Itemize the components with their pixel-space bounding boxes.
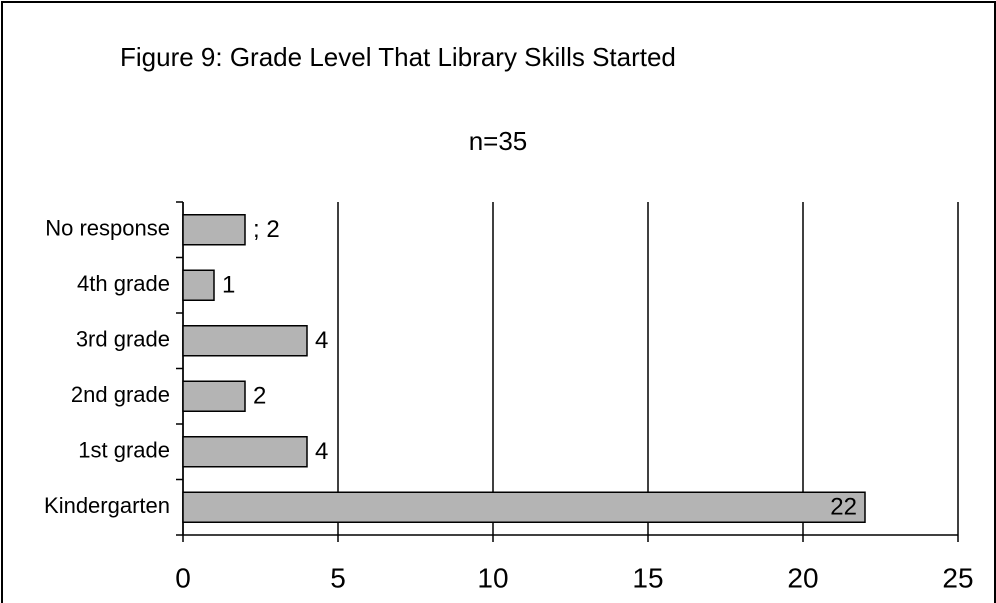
x-tick-label: 0 xyxy=(175,562,191,593)
x-tick-label: 5 xyxy=(330,562,346,593)
chart-subtitle: n=35 xyxy=(468,126,528,156)
x-tick-label: 25 xyxy=(942,562,973,593)
y-tick-label: No response xyxy=(45,216,170,241)
bar xyxy=(182,214,246,246)
x-tick-label: 15 xyxy=(632,562,663,593)
y-tick-label: 3rd grade xyxy=(76,327,170,352)
bar xyxy=(182,380,246,412)
data-label: ; 2 xyxy=(253,216,280,243)
chart-title: Figure 9: Grade Level That Library Skill… xyxy=(120,42,676,72)
y-tick-label: 1st grade xyxy=(78,438,170,463)
x-tick-label: 10 xyxy=(477,562,508,593)
bar xyxy=(182,269,215,301)
bar xyxy=(182,325,308,357)
data-label: 4 xyxy=(315,327,328,354)
data-label: 1 xyxy=(222,272,235,299)
data-label: 22 xyxy=(830,494,857,521)
y-tick-label: 2nd grade xyxy=(71,382,170,407)
data-label: 2 xyxy=(253,383,266,410)
x-tick-label: 20 xyxy=(787,562,818,593)
y-tick-label: 4th grade xyxy=(77,271,170,296)
y-tick-label: Kindergarten xyxy=(44,493,170,518)
data-label: 4 xyxy=(315,438,328,465)
bar xyxy=(182,491,866,523)
bar xyxy=(182,436,308,468)
